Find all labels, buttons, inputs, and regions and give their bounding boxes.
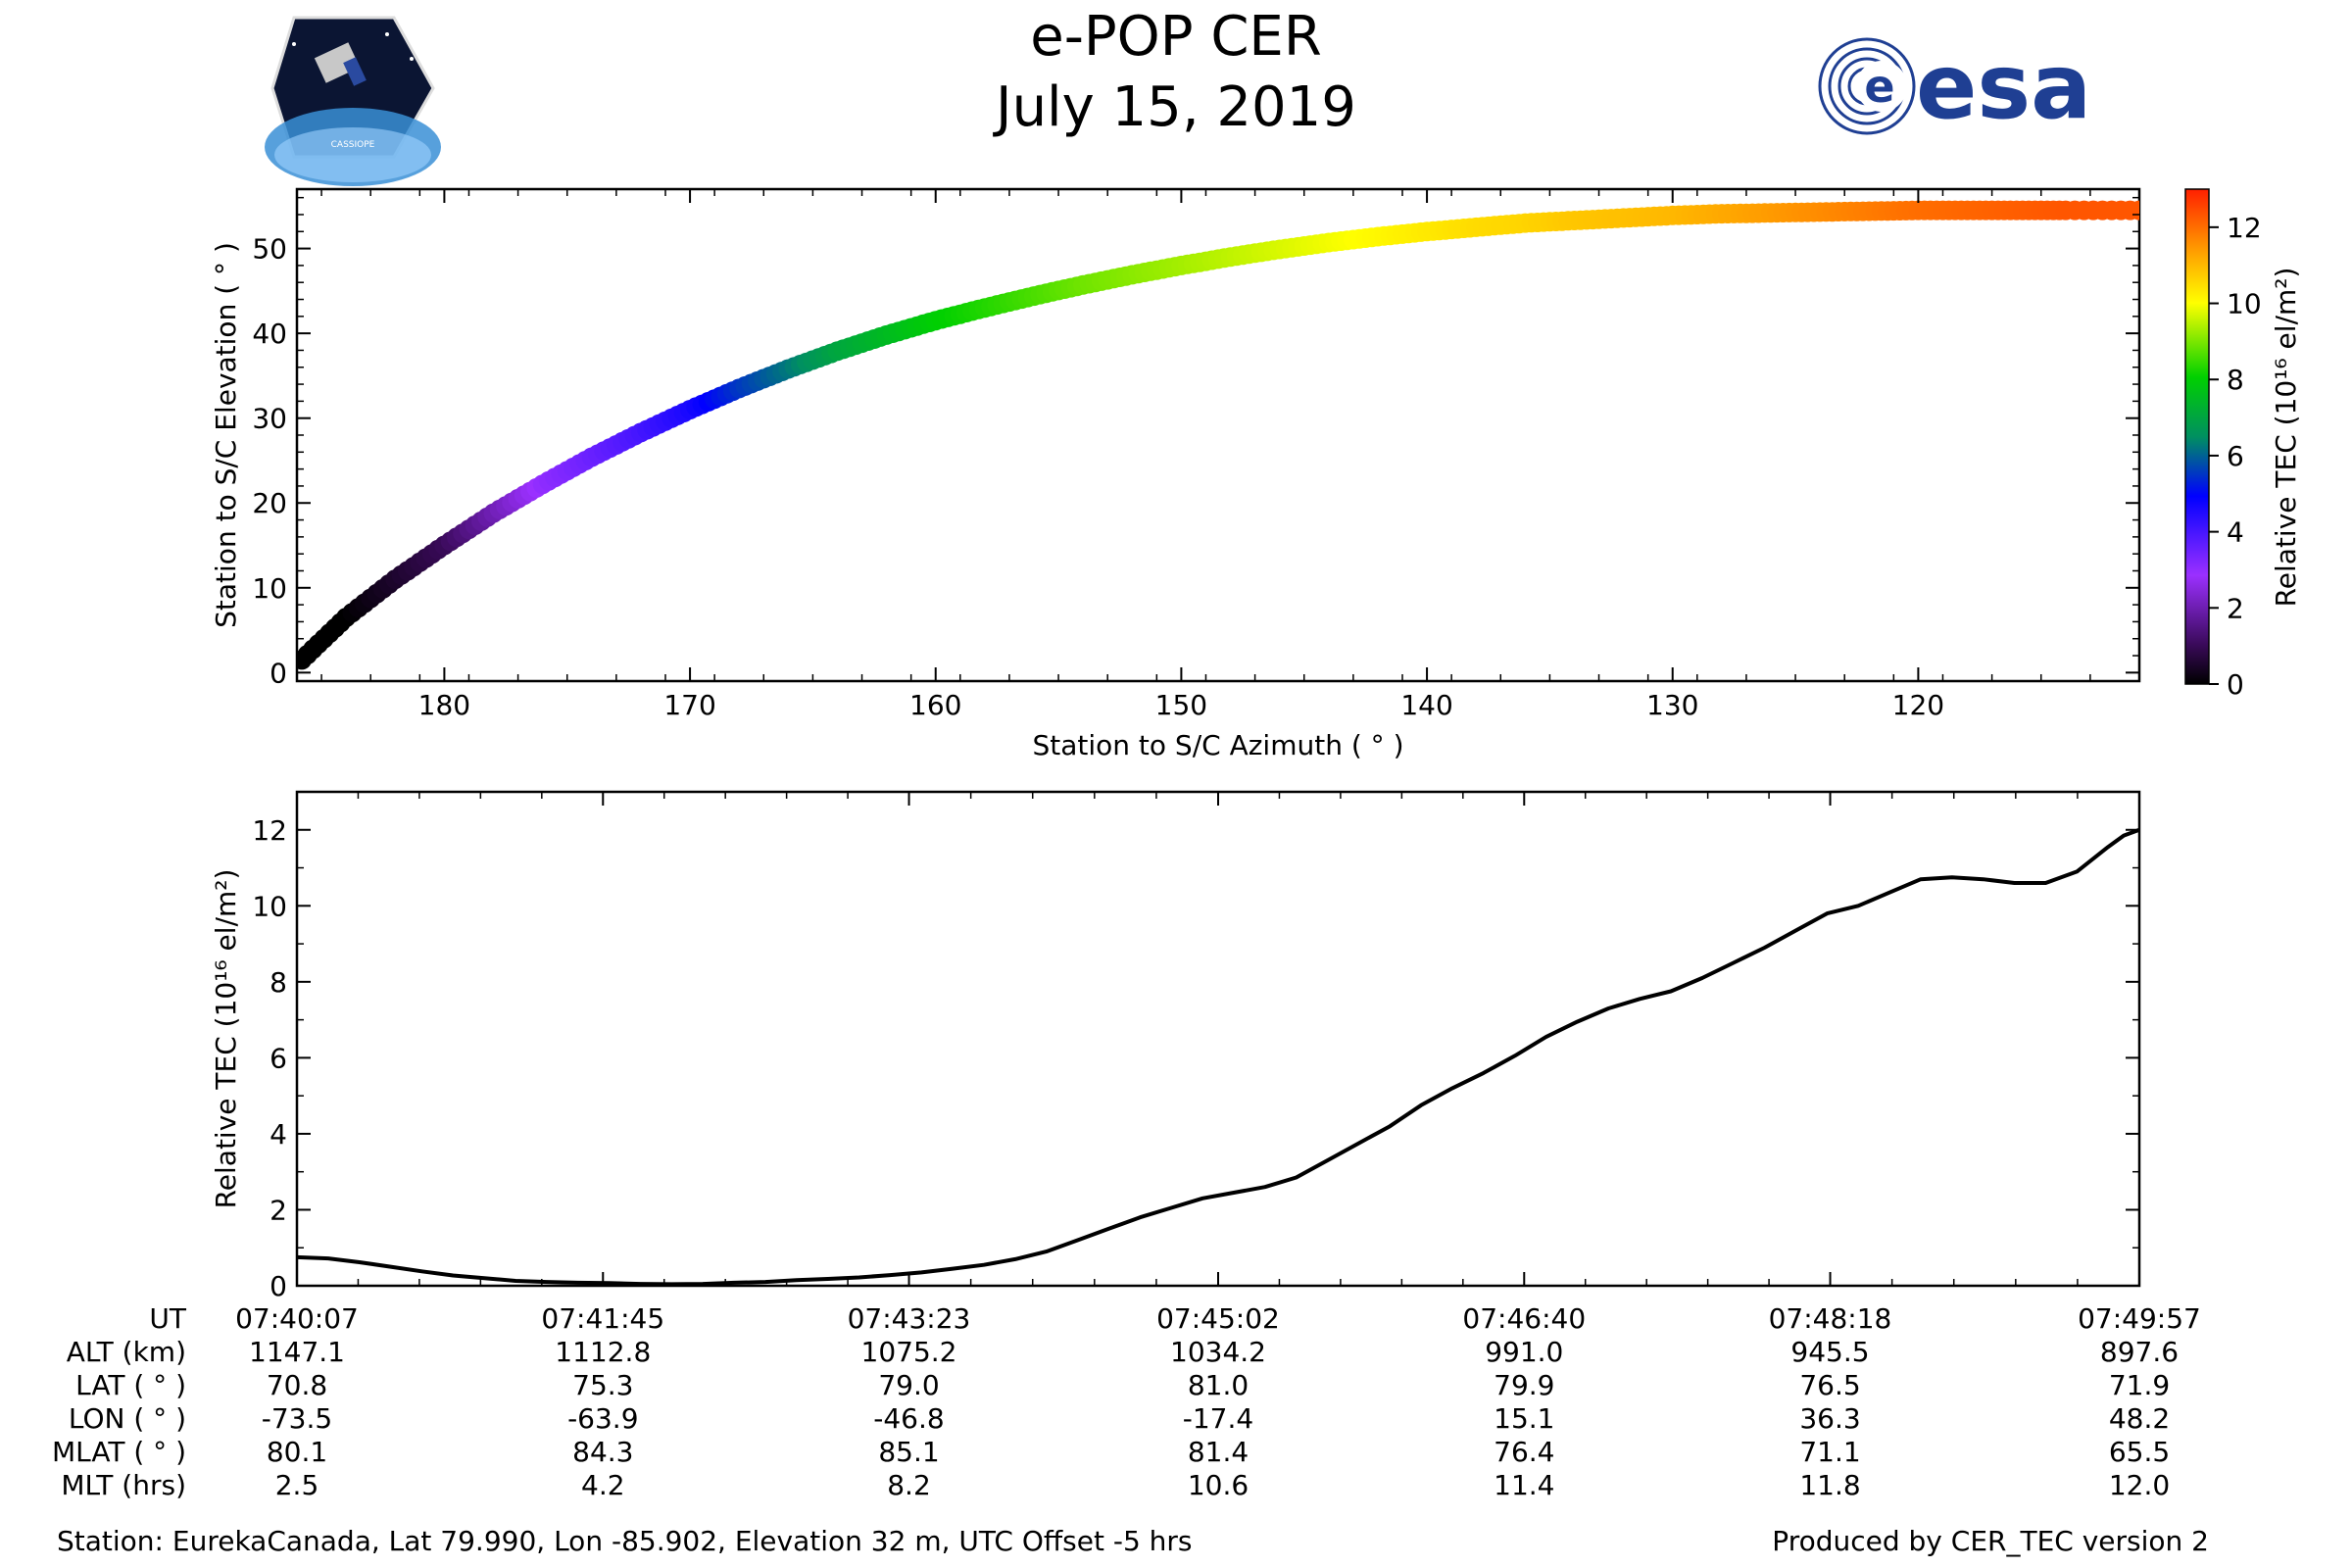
table-cell: 84.3	[572, 1436, 633, 1468]
table-cell: 70.8	[267, 1369, 327, 1401]
table-cell: 07:40:07	[235, 1302, 359, 1335]
chart2-y-axis-label: Relative TEC (10¹⁶ el/m²)	[210, 869, 242, 1209]
y-tick-label: 10	[252, 890, 287, 922]
table-cell: 85.1	[878, 1436, 939, 1468]
tec-time-chart: 0 2 4 6 8 10 12 Relative TEC (10¹⁶ el/m²)	[210, 790, 2141, 1302]
colorbar-tick-label: 8	[2227, 364, 2244, 396]
colorbar	[2184, 188, 2210, 685]
table-cell: 4.2	[581, 1469, 625, 1501]
table-cell: 79.0	[878, 1369, 939, 1401]
table-row-label: MLT (hrs)	[61, 1469, 186, 1501]
table-cell: 81.0	[1188, 1369, 1249, 1401]
colorbar-tick-label: 0	[2227, 668, 2244, 701]
table-cell: 76.5	[1799, 1369, 1860, 1401]
page-date: July 15, 2019	[996, 75, 1356, 139]
x-tick-label: 170	[663, 689, 715, 721]
y-tick-label: 2	[270, 1194, 287, 1226]
y-tick-label: 20	[252, 487, 287, 519]
y-tick-label: 40	[252, 318, 287, 350]
table-cell: 15.1	[1494, 1402, 1554, 1435]
table-cell: 71.9	[2109, 1369, 2170, 1401]
y-tick-label: 0	[270, 1270, 287, 1302]
x-tick-label: 160	[909, 689, 961, 721]
table-cell: 65.5	[2109, 1436, 2170, 1468]
cassiope-logo: CASSIOPE	[265, 16, 441, 186]
colorbar-tick-label: 4	[2227, 516, 2244, 549]
x-tick-label: 130	[1646, 689, 1698, 721]
table-row-label: LON ( ° )	[69, 1402, 186, 1435]
table-cell: 10.6	[1188, 1469, 1249, 1501]
y-tick-label: 50	[252, 233, 287, 266]
table-cell: 71.1	[1799, 1436, 1860, 1468]
table-cell: 07:48:18	[1769, 1302, 1892, 1335]
table-cell: 36.3	[1799, 1402, 1860, 1435]
cassiope-logo-text: CASSIOPE	[331, 140, 375, 150]
table-cell: 12.0	[2109, 1469, 2170, 1501]
page-title: e-POP CER	[1030, 5, 1322, 69]
colorbar-tick-label: 6	[2227, 440, 2244, 472]
x-tick-label: 140	[1400, 689, 1452, 721]
y-tick-label: 30	[252, 403, 287, 435]
table-cell: -73.5	[262, 1402, 332, 1435]
x-tick-label: 150	[1155, 689, 1207, 721]
chart1-y-axis-label: Station to S/C Elevation ( ° )	[210, 242, 242, 628]
table-cell: 80.1	[267, 1436, 327, 1468]
colorbar-tick-label: 2	[2227, 592, 2244, 624]
table-row-label: UT	[149, 1302, 186, 1335]
chart1-x-axis-label: Station to S/C Azimuth ( ° )	[1032, 729, 1403, 761]
table-cell: 1147.1	[249, 1336, 345, 1368]
chart2-frame	[295, 790, 2141, 1288]
table-cell: 48.2	[2109, 1402, 2170, 1435]
colorbar-tick-label: 12	[2227, 212, 2262, 244]
colorbar-label: Relative TEC (10¹⁶ el/m²)	[2270, 268, 2302, 608]
table-cell: 945.5	[1790, 1336, 1869, 1368]
esa-logo-text: esa	[1916, 34, 2091, 139]
x-tick-label: 180	[418, 689, 470, 721]
produced-by: Produced by CER_TEC version 2	[1772, 1525, 2209, 1557]
table-cell: 1075.2	[861, 1336, 957, 1368]
table-row-label: MLAT ( ° )	[52, 1436, 186, 1468]
svg-text:e: e	[1864, 60, 1894, 113]
table-cell: 11.8	[1799, 1469, 1860, 1501]
y-tick-label: 12	[252, 814, 287, 847]
table-row-label: LAT ( ° )	[75, 1369, 186, 1401]
table-cell: -46.8	[873, 1402, 944, 1435]
table-cell: 07:46:40	[1462, 1302, 1586, 1335]
table-cell: -17.4	[1183, 1402, 1253, 1435]
table-cell: 07:41:45	[541, 1302, 664, 1335]
y-tick-label: 0	[270, 657, 287, 689]
table-cell: 11.4	[1494, 1469, 1554, 1501]
table-cell: 1034.2	[1170, 1336, 1266, 1368]
table-cell: 1112.8	[555, 1336, 651, 1368]
table-row-label: ALT (km)	[67, 1336, 186, 1368]
table-cell: 897.6	[2100, 1336, 2179, 1368]
y-tick-label: 4	[270, 1118, 287, 1151]
table-cell: 07:43:23	[848, 1302, 971, 1335]
table-cell: 81.4	[1188, 1436, 1249, 1468]
tec-series-line	[297, 827, 2139, 1286]
y-tick-label: 10	[252, 572, 287, 605]
y-tick-label: 8	[270, 966, 287, 999]
table-cell: 2.5	[275, 1469, 319, 1501]
x-tick-label: 120	[1892, 689, 1944, 721]
table-cell: 76.4	[1494, 1436, 1554, 1468]
table-cell: 07:45:02	[1156, 1302, 1280, 1335]
table-cell: 07:49:57	[2078, 1302, 2201, 1335]
station-info: Station: EurekaCanada, Lat 79.990, Lon -…	[57, 1525, 1193, 1557]
data-point	[2130, 200, 2139, 220]
table-cell: 75.3	[572, 1369, 633, 1401]
table-cell: -63.9	[567, 1402, 638, 1435]
esa-logo: e esa	[1818, 34, 2091, 139]
y-tick-label: 6	[270, 1042, 287, 1074]
table-cell: 79.9	[1494, 1369, 1554, 1401]
table-cell: 8.2	[887, 1469, 931, 1501]
colorbar-tick-label: 10	[2227, 288, 2262, 320]
table-cell: 991.0	[1485, 1336, 1563, 1368]
